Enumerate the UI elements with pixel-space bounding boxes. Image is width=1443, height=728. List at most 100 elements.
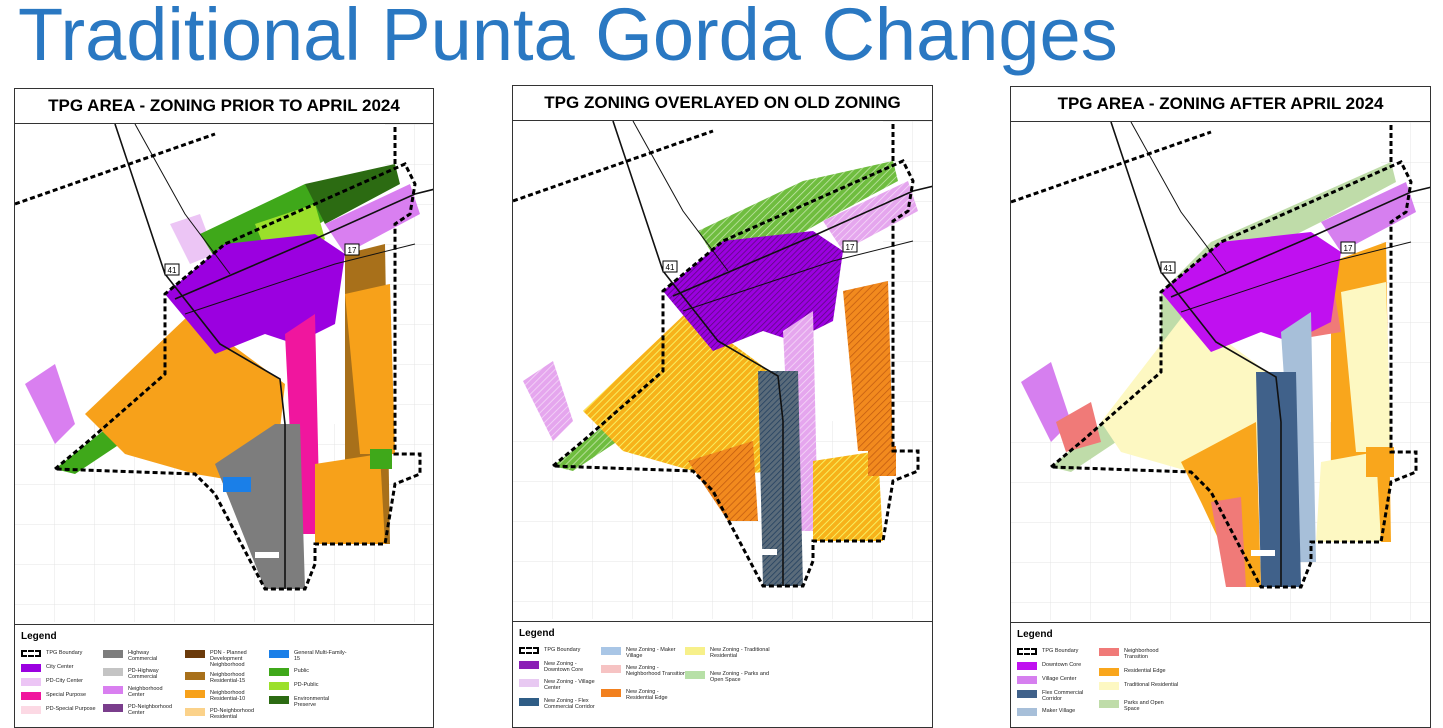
legend-item: New Zoning - Residential Edge: [601, 689, 686, 701]
zone-nr10-large: [85, 314, 285, 479]
legend-item: Neighborhood Center: [103, 686, 178, 698]
legend-item: New Zoning - Neighborhood Transition: [601, 665, 686, 677]
legend-item: Downtown Core: [1017, 662, 1081, 670]
road-minor-2: [184, 243, 416, 315]
road-41: [1110, 122, 1282, 587]
panel-zoning-after: TPG AREA - ZONING AFTER APRIL 2024: [1010, 86, 1431, 728]
legend-swatch: [519, 661, 539, 669]
zone-traditional-residential-overlay: [583, 311, 783, 476]
legend-overlay: Legend TPG Boundary New Zoning - Downtow…: [513, 621, 932, 727]
legend-swatch: [185, 708, 205, 716]
tpg-boundary: [1047, 160, 1418, 589]
legend-item: PD-Neighborhood Residential: [185, 708, 265, 720]
legend-swatch: [1017, 648, 1037, 655]
legend-swatch: [21, 678, 41, 686]
map-zoning-overlay[interactable]: 41 17: [513, 121, 932, 619]
legend-swatch: [21, 664, 41, 672]
legend-item: Flex Commercial Corridor: [1017, 690, 1097, 702]
legend-swatch: [103, 668, 123, 676]
panel-title-after: TPG AREA - ZONING AFTER APRIL 2024: [1011, 87, 1430, 122]
legend-item: PD-Highway Commercial: [103, 668, 178, 680]
zone-village-center-ne-overlay: [823, 181, 918, 251]
legend-item: Parks and Open Space: [1099, 700, 1179, 712]
zone-flex-commercial: [1256, 372, 1301, 587]
legend-swatch: [1017, 676, 1037, 684]
route-41-shield: 41: [666, 263, 675, 272]
scale-bar: [1251, 550, 1275, 556]
legend-swatch: [103, 650, 123, 658]
legend-item: General Multi-Family-15: [269, 650, 349, 662]
legend-item: New Zoning - Downtown Core: [519, 661, 597, 673]
legend-swatch: [1099, 648, 1119, 656]
legend-item: Neighborhood Residential-10: [185, 690, 265, 702]
legend-item: Neighborhood Residential-15: [185, 672, 265, 684]
road-17: [1170, 186, 1430, 298]
legend-item: Special Purpose: [21, 692, 86, 700]
legend-item: Maker Village: [1017, 708, 1075, 716]
slide-title: Traditional Punta Gorda Changes: [18, 0, 1118, 76]
road-17: [174, 188, 433, 300]
legend-item: PD-City Center: [21, 678, 83, 686]
legend-swatch: [269, 650, 289, 658]
zone-pd-city-center: [170, 214, 215, 264]
legend-swatch: [21, 650, 41, 657]
tpg-boundary-nw: [513, 129, 714, 203]
legend-item: Residential Edge: [1099, 668, 1179, 676]
legend-swatch: [1099, 682, 1119, 690]
road-minor-2: [1180, 241, 1412, 313]
zone-highway-commercial: [215, 424, 305, 589]
legend-item: PD-Public: [269, 682, 349, 690]
legend-swatch: [269, 682, 289, 690]
legend-title: Legend: [21, 631, 57, 642]
zone-residential-edge-sw-overlay: [688, 441, 758, 521]
zone-public-east: [370, 449, 392, 469]
zone-neighborhood-center-ne: [325, 184, 420, 254]
legend-item: PD-Neighborhood Center: [103, 704, 178, 716]
legend-swatch: [21, 692, 41, 700]
legend-swatch: [103, 704, 123, 712]
panel-zoning-overlay: TPG ZONING OVERLAYED ON OLD ZONING: [512, 85, 933, 728]
legend-swatch: [601, 665, 621, 673]
legend-swatch: [685, 647, 705, 655]
panel-title-overlay: TPG ZONING OVERLAYED ON OLD ZONING: [513, 86, 932, 121]
zone-neighborhood-center-w: [25, 364, 75, 444]
legend-item: TPG Boundary: [519, 647, 580, 654]
zone-neighborhood-transition-w: [1056, 402, 1101, 452]
map-zoning-prior[interactable]: 41 17: [15, 124, 433, 622]
zone-residential-edge-e: [1366, 447, 1394, 477]
route-17-shield: 17: [1344, 244, 1353, 253]
zone-residential-edge-east-overlay: [843, 281, 893, 451]
legend-swatch: [185, 672, 205, 680]
legend-item: New Zoning - Maker Village: [601, 647, 686, 659]
legend-swatch: [185, 690, 205, 698]
map-zoning-after[interactable]: 41 17: [1011, 122, 1430, 620]
zone-flex-commercial-overlay: [758, 371, 803, 586]
legend-item: PD-Special Purpose: [21, 706, 96, 714]
legend-item: Traditional Residential: [1099, 682, 1179, 690]
legend-item: TPG Boundary: [21, 650, 82, 657]
road-minor-2: [682, 240, 914, 312]
legend-item: Highway Commercial: [103, 650, 178, 662]
zone-neighborhood-transition-s: [1211, 497, 1246, 587]
legend-item: City Center: [21, 664, 74, 672]
tpg-boundary: [51, 162, 422, 591]
tpg-boundary-nw: [1011, 130, 1212, 204]
scale-bar: [255, 552, 279, 558]
road-41: [114, 124, 286, 589]
legend-swatch: [1099, 668, 1119, 676]
legend-prior: Legend TPG Boundary City Center PD-City …: [15, 624, 433, 727]
legend-item: Environmental Preserve: [269, 696, 349, 708]
legend-item: Neighborhood Transition: [1099, 648, 1179, 660]
panel-title-prior: TPG AREA - ZONING PRIOR TO APRIL 2024: [15, 89, 433, 124]
legend-swatch: [1099, 700, 1119, 708]
zone-village-center-w-overlay: [523, 361, 573, 441]
legend-swatch: [269, 668, 289, 676]
legend-swatch: [685, 671, 705, 679]
legend-item: New Zoning - Traditional Residential: [685, 647, 770, 659]
zone-env-preserve: [305, 164, 400, 224]
legend-after: Legend TPG Boundary Downtown Core Villag…: [1011, 622, 1430, 727]
legend-swatch: [601, 689, 621, 697]
legend-swatch: [269, 696, 289, 704]
legend-title: Legend: [519, 628, 555, 639]
legend-item: New Zoning - Flex Commercial Corridor: [519, 698, 597, 710]
